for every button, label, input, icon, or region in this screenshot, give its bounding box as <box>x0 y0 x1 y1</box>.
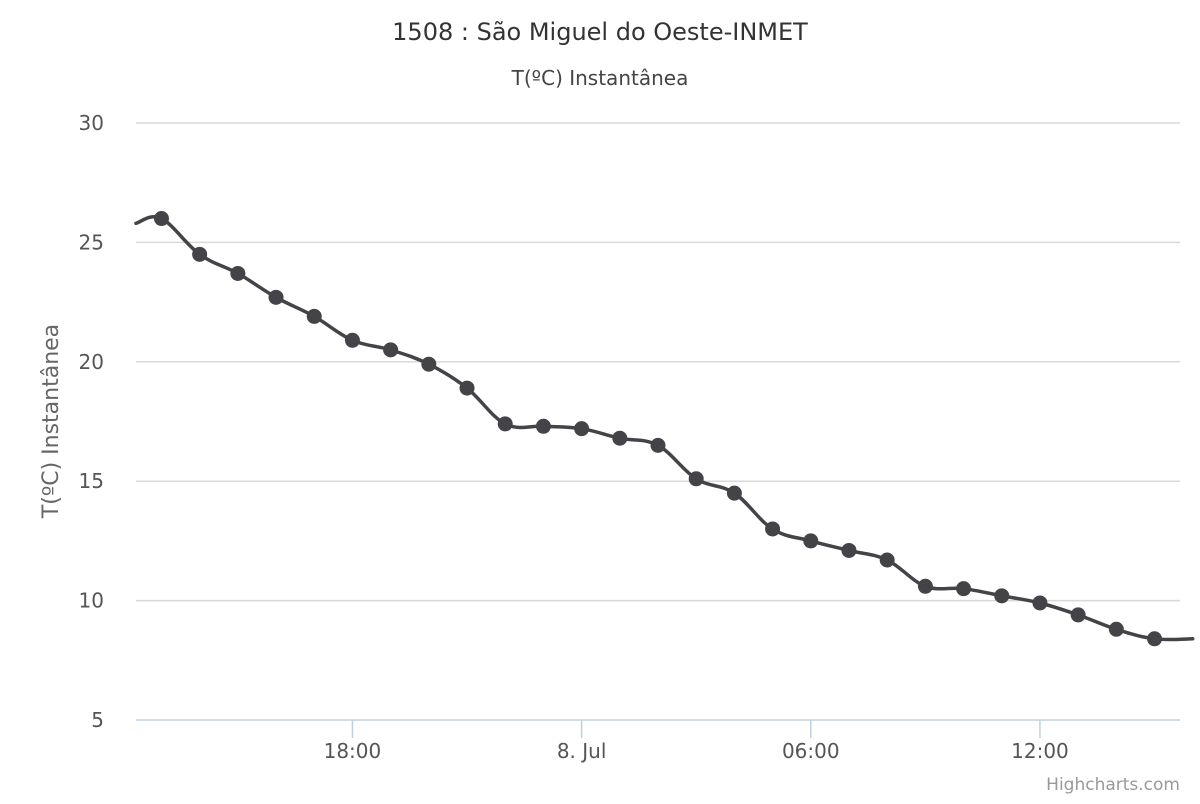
data-point <box>1147 631 1163 647</box>
data-point <box>574 421 590 437</box>
chart-subtitle: T(ºC) Instantânea <box>511 66 689 90</box>
y-tick-label: 20 <box>79 350 104 374</box>
series-line <box>134 215 1195 642</box>
data-point <box>153 211 169 227</box>
data-point <box>688 471 704 487</box>
data-point <box>612 430 628 446</box>
y-tick-label: 30 <box>79 111 104 135</box>
series <box>134 211 1195 647</box>
data-point <box>497 416 513 432</box>
data-point <box>803 533 819 549</box>
y-tick-label: 25 <box>79 230 104 254</box>
credits-link[interactable]: Highcharts.com <box>1046 775 1180 795</box>
data-point <box>994 588 1010 604</box>
data-point <box>192 246 208 262</box>
data-point <box>383 342 399 358</box>
data-point <box>879 552 895 568</box>
data-point <box>726 485 742 501</box>
data-point <box>268 289 284 305</box>
data-point <box>421 356 437 372</box>
data-point <box>1032 595 1048 611</box>
y-tick-label: 5 <box>91 708 104 732</box>
y-axis-title: T(ºC) Instantânea <box>39 324 64 519</box>
x-axis: 18:00 8. Jul 06:00 12:00 <box>136 719 1180 763</box>
data-point <box>230 265 246 281</box>
x-tick-label: 06:00 <box>782 739 840 763</box>
data-point <box>765 521 781 537</box>
chart-title: 1508 : São Miguel do Oeste-INMET <box>392 18 808 46</box>
y-tick-label: 15 <box>79 469 104 493</box>
x-tick-label: 12:00 <box>1011 739 1069 763</box>
data-point <box>1108 621 1124 637</box>
data-point <box>535 418 551 434</box>
y-tick-label: 10 <box>79 589 104 613</box>
data-point <box>841 542 857 558</box>
data-point <box>306 308 322 324</box>
x-tick-label: 18:00 <box>324 739 382 763</box>
data-point <box>650 437 666 453</box>
data-point <box>459 380 475 396</box>
data-point <box>956 581 972 597</box>
data-point <box>1070 607 1086 623</box>
y-axis-ticks: 5 10 15 20 25 30 <box>79 111 104 732</box>
grid-lines <box>136 122 1180 602</box>
data-point <box>917 578 933 594</box>
data-point <box>344 332 360 348</box>
x-tick-label: 8. Jul <box>557 739 607 763</box>
